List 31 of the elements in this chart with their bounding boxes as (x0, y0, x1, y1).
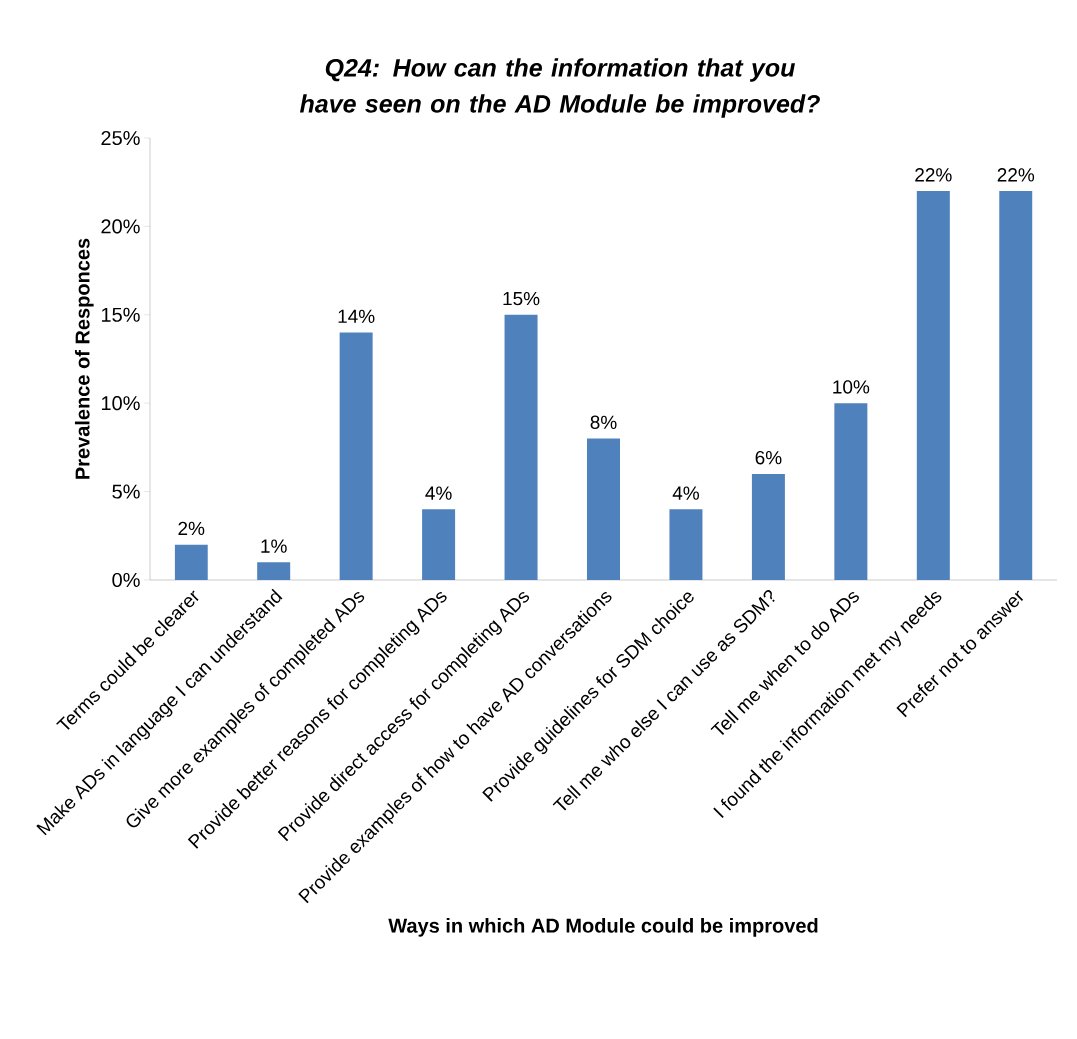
y-tick-label: 0% (112, 572, 140, 588)
bar (751, 473, 785, 580)
data-label: 6% (755, 450, 782, 465)
data-label: 22% (915, 168, 952, 182)
x-axis-title: Ways in which AD Module could be improved (388, 918, 818, 937)
bar (669, 509, 703, 580)
bar (422, 509, 456, 580)
bar (339, 332, 373, 580)
y-tick-label: 25% (101, 130, 140, 146)
data-label: 4% (672, 486, 700, 500)
bar (257, 562, 291, 580)
data-label: 4% (425, 486, 452, 500)
y-tick-label: 15% (101, 307, 140, 322)
data-label: 2% (178, 521, 205, 536)
bar (504, 314, 538, 580)
bar (999, 191, 1033, 580)
y-tick-label: 5% (112, 484, 140, 499)
bar (916, 191, 950, 580)
data-label: 10% (833, 380, 870, 394)
bar (174, 544, 208, 580)
data-label: 8% (590, 415, 617, 430)
data-label: 15% (503, 291, 540, 306)
data-label: 22% (997, 168, 1035, 182)
data-label: 1% (261, 539, 287, 553)
bar (587, 438, 620, 580)
y-axis-title: Prevalence of Responces (74, 238, 94, 479)
data-label: 14% (338, 309, 375, 323)
bar (834, 403, 868, 580)
y-tick-label: 10% (101, 396, 140, 411)
y-tick-label: 20% (101, 219, 140, 234)
chart-title: Q24: How can the information that you have seen on the AD Module be improved? (299, 58, 820, 118)
